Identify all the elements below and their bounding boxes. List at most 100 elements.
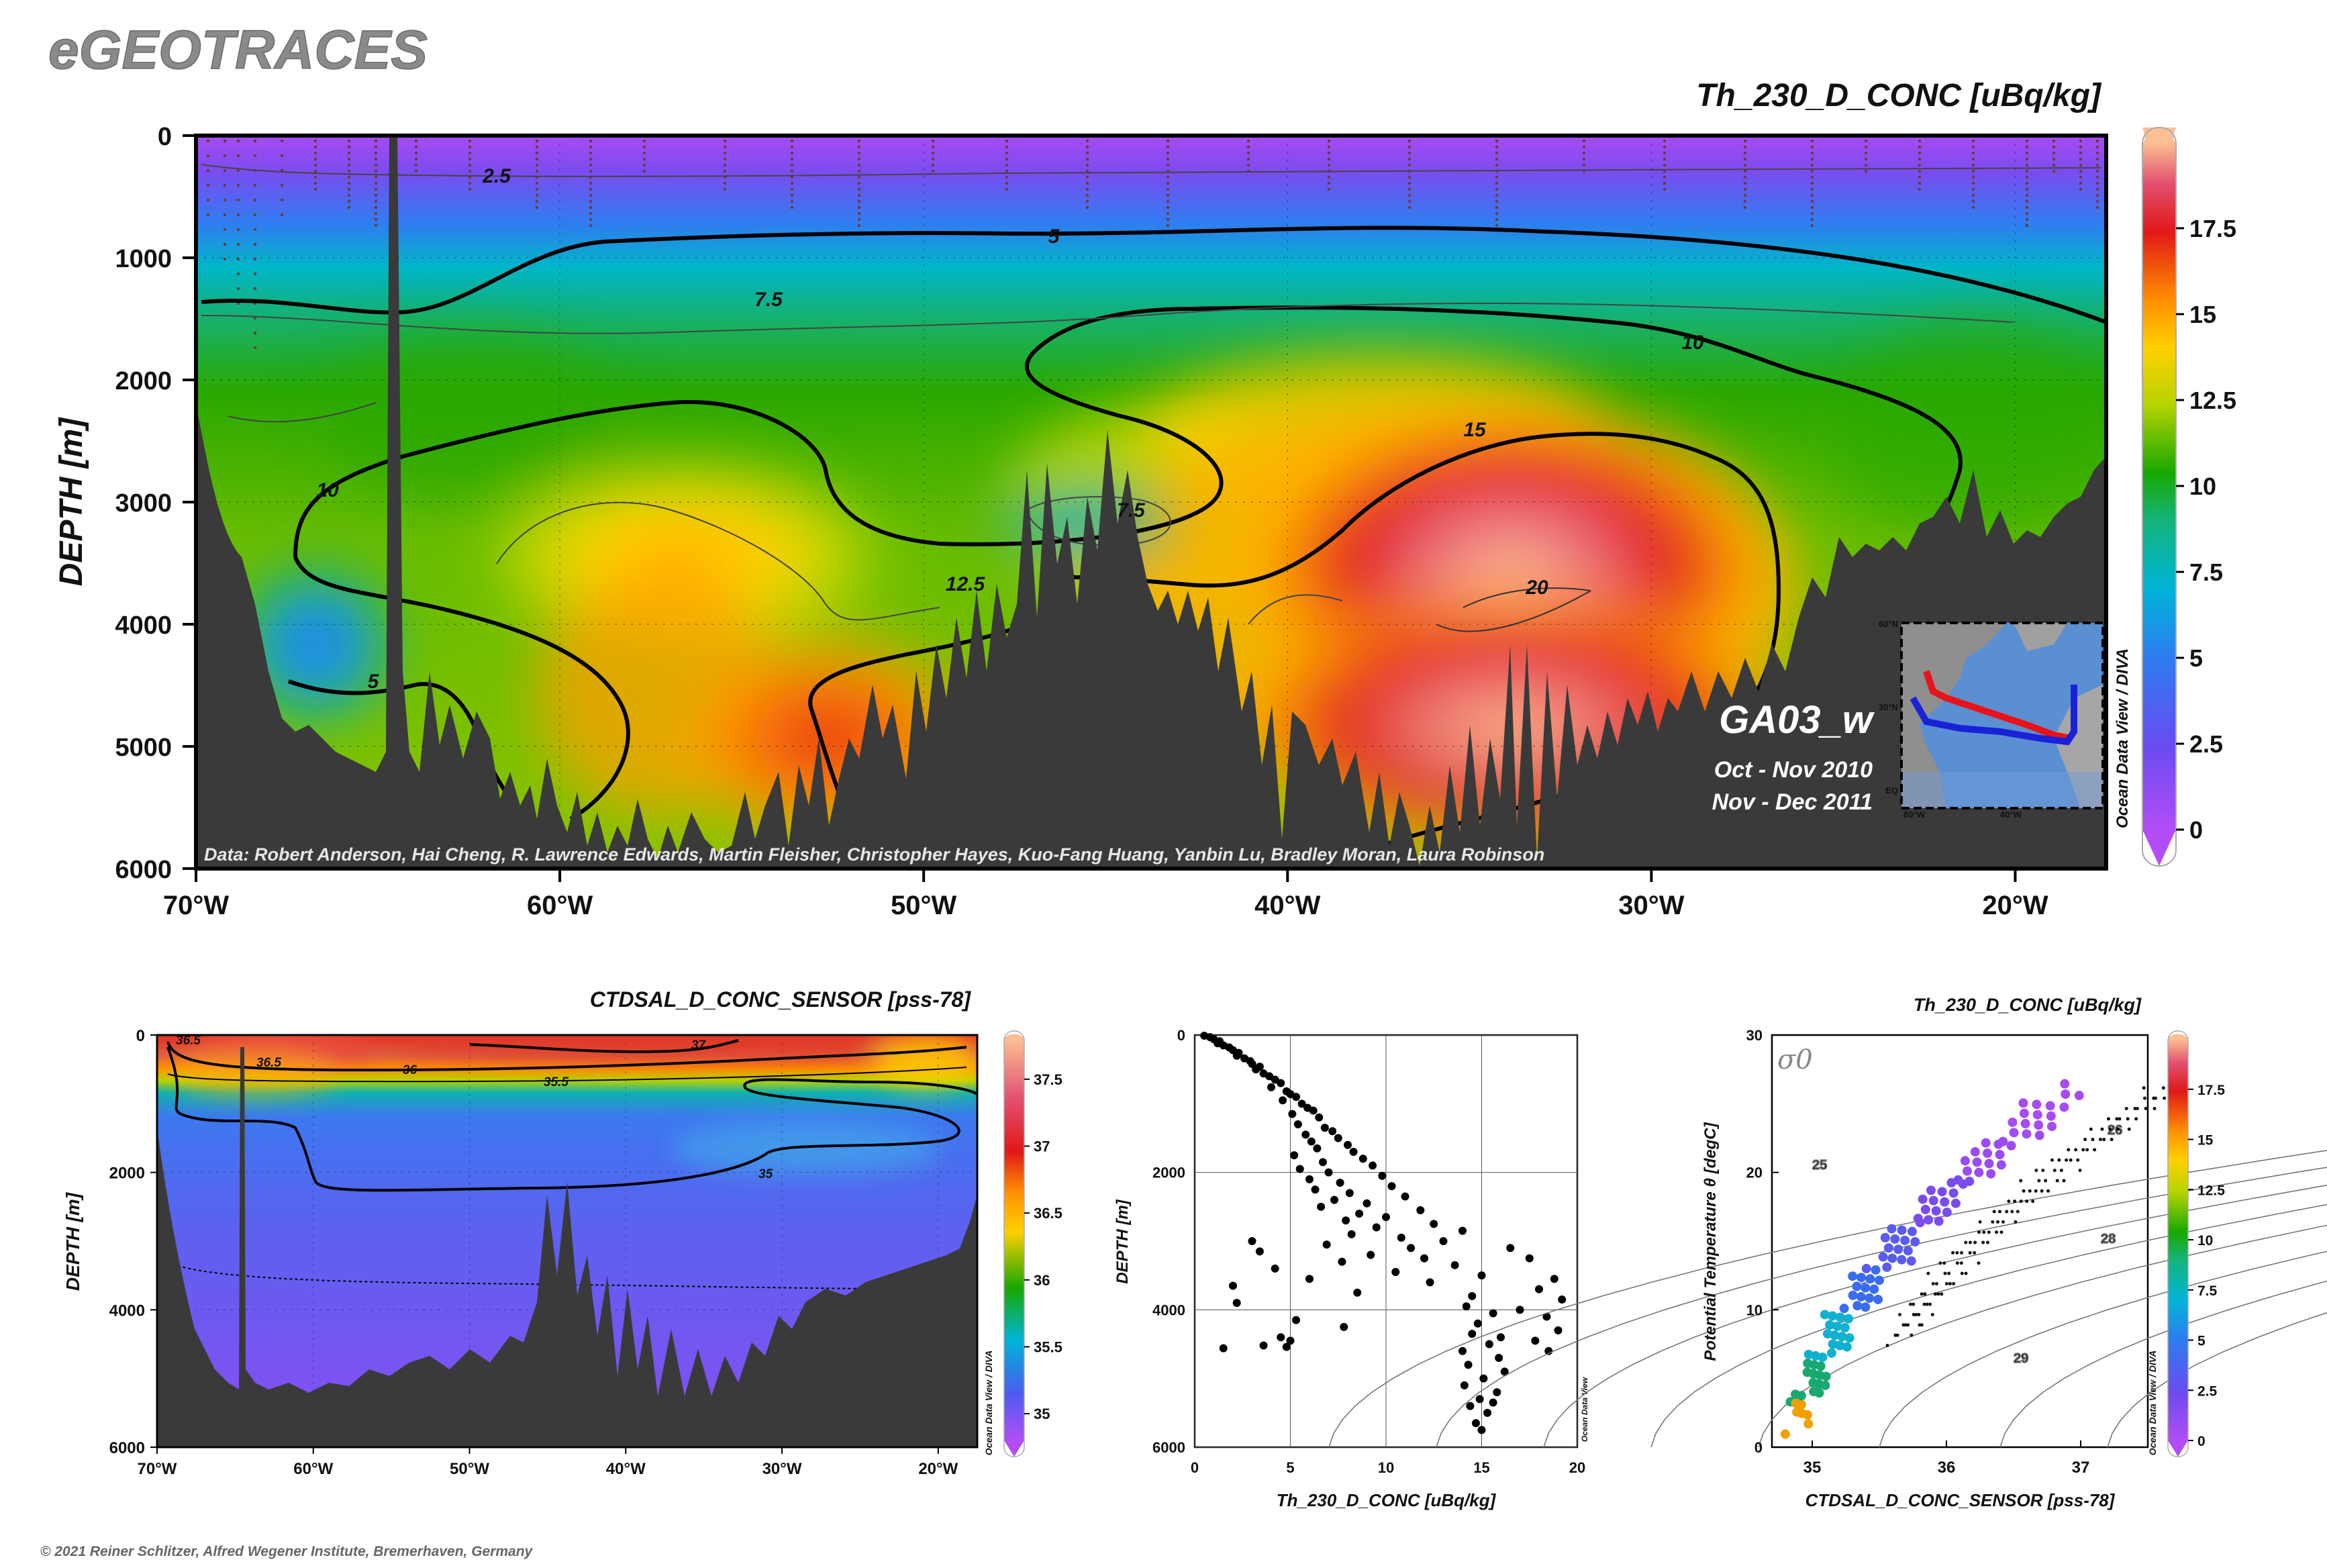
sample-dot xyxy=(857,205,861,209)
sample-dot xyxy=(1495,181,1499,185)
ctd-point xyxy=(2144,1106,2148,1110)
isopycnal-label: 25 xyxy=(1812,1158,1827,1173)
ctd-point xyxy=(1926,1271,1930,1275)
sample-dot xyxy=(2095,181,2099,185)
data-point xyxy=(1844,1314,1854,1324)
ctd-point xyxy=(2135,1106,2139,1110)
sample-dot xyxy=(236,213,240,217)
data-point xyxy=(1861,1263,1871,1273)
colorbar-tick-label: 15 xyxy=(2189,301,2216,328)
sigma-label: σ0 xyxy=(1777,1044,1813,1075)
ctd-point xyxy=(1982,1230,1986,1234)
sample-dot xyxy=(468,157,472,161)
main-gridlines xyxy=(196,136,2106,869)
sample-dot xyxy=(236,228,240,232)
data-point xyxy=(1229,1281,1237,1290)
colorbar-tick-label: 7.5 xyxy=(2197,1283,2218,1299)
isopycnal-label: 28 xyxy=(2101,1232,2116,1246)
data-point xyxy=(1483,1408,1492,1417)
ctd-point xyxy=(2152,1106,2157,1110)
sample-dot xyxy=(1663,139,1667,143)
ctd-point xyxy=(1922,1302,1926,1306)
sample-dot xyxy=(1327,157,1331,161)
colorbar-tick-label: 35 xyxy=(1034,1406,1050,1422)
sample-dot xyxy=(1005,175,1009,179)
th-depth-x-label: Th_230_D_CONC [uBq/kg] xyxy=(1277,1490,1497,1510)
sample-dot xyxy=(857,145,861,149)
sample-dot xyxy=(1810,224,1814,228)
sample-dot xyxy=(723,163,727,167)
sample-dot xyxy=(374,181,378,185)
data-credit: Data: Robert Anderson, Hai Cheng, R. Law… xyxy=(204,844,1544,865)
data-point xyxy=(2018,1098,2028,1108)
data-point xyxy=(1439,1237,1448,1245)
sample-dot xyxy=(1743,205,1747,209)
sample-dot xyxy=(535,157,539,161)
data-point xyxy=(1315,1113,1324,1122)
sample-dot xyxy=(1810,193,1814,197)
main-colorbar: Ocean Data View / DIVA 0 2.5 5 7.5 10 12.5 15 1… xyxy=(2114,127,2236,867)
ctd-point xyxy=(1914,1312,1918,1316)
sample-dot xyxy=(1810,205,1814,209)
ctd-point xyxy=(1960,1271,1964,1275)
data-point xyxy=(1420,1254,1428,1263)
data-point xyxy=(1958,1179,1968,1189)
sample-dot xyxy=(2079,145,2083,149)
data-point xyxy=(1458,1346,1467,1355)
y-tick-label: 0 xyxy=(1177,1027,1185,1044)
data-point xyxy=(2074,1091,2084,1101)
data-point xyxy=(1401,1192,1409,1201)
salinity-bathymetry xyxy=(157,1047,977,1447)
data-point xyxy=(1353,1288,1362,1297)
sample-dot xyxy=(1918,145,1922,149)
sample-dot xyxy=(2052,163,2056,167)
sample-dot xyxy=(1166,205,1170,209)
ctd-point xyxy=(1910,1333,1914,1337)
data-point xyxy=(1934,1216,1944,1226)
sample-dot xyxy=(1918,169,1922,173)
data-point xyxy=(1856,1273,1867,1283)
data-point xyxy=(1796,1400,1806,1410)
cruise-date-2: Nov - Dec 2011 xyxy=(1712,789,1873,815)
sample-dot xyxy=(280,213,284,217)
data-point xyxy=(1500,1367,1509,1376)
colorbar-tick-label: 12.5 xyxy=(2189,387,2236,414)
colorbar-tick-label: 0 xyxy=(2197,1434,2206,1449)
data-point xyxy=(1462,1302,1471,1311)
data-point xyxy=(1468,1291,1477,1300)
th-depth-scatter: 0 5 10 15 20 0 2000 4000 6000 Th_230_D_CONC [uBq… xyxy=(1113,1027,1589,1510)
ctd-point xyxy=(1947,1271,1951,1275)
sample-dot xyxy=(1005,187,1009,191)
sample-dot xyxy=(1085,169,1089,173)
sample-dot xyxy=(1166,193,1170,197)
sample-dot xyxy=(1971,163,1975,167)
sample-dot xyxy=(1407,139,1412,143)
sample-dot xyxy=(206,168,210,173)
sample-dot xyxy=(1495,217,1499,222)
sample-dot xyxy=(1407,145,1412,149)
ctd-point xyxy=(1960,1251,1964,1255)
x-tick-label: 60°W xyxy=(293,1460,333,1478)
sample-dot xyxy=(1085,157,1089,161)
sample-dot xyxy=(1971,199,1975,203)
y-tick-label: 3000 xyxy=(115,489,172,518)
sample-dot xyxy=(1864,157,1868,161)
sample-dot xyxy=(1005,139,1009,143)
sample-dot xyxy=(790,181,794,185)
colorbar-tick-label: 35.5 xyxy=(1034,1338,1062,1355)
y-tick-label: 1000 xyxy=(115,245,172,273)
ctd-point xyxy=(2067,1148,2071,1152)
x-tick-label: 10 xyxy=(1378,1459,1394,1476)
ts-axis-ticks: 35 36 37 0 10 20 30 xyxy=(1746,1027,2090,1477)
ctd-point xyxy=(2052,1169,2057,1173)
ctd-point xyxy=(1925,1302,1929,1306)
ctd-point xyxy=(1998,1210,2002,1214)
sample-dot xyxy=(642,151,646,155)
sample-dot xyxy=(535,205,539,209)
sample-dot xyxy=(1864,139,1868,143)
sample-dot xyxy=(236,257,240,261)
data-point xyxy=(1292,1093,1301,1101)
sample-dot xyxy=(313,163,317,167)
ctd-point xyxy=(1978,1220,1982,1224)
ctd-point xyxy=(1948,1281,1952,1285)
